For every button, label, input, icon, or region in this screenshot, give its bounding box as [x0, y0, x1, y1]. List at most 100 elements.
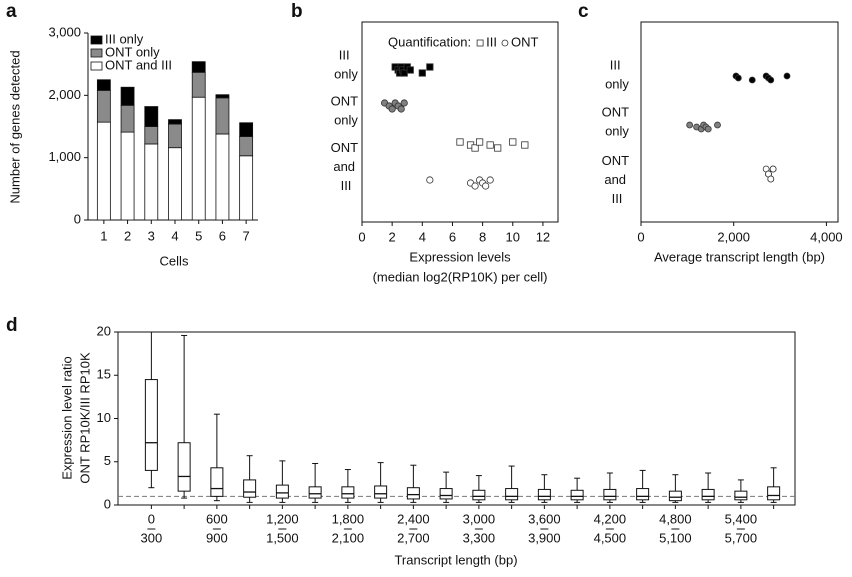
point — [426, 63, 434, 71]
category-label: ONT and III — [331, 140, 362, 193]
x-tick-label: 3,300 — [463, 530, 496, 545]
category-label: ONT only — [602, 105, 633, 139]
box — [701, 488, 715, 501]
x-tick-label: 6 — [219, 228, 226, 243]
box — [144, 379, 158, 471]
point — [418, 69, 426, 77]
legend-swatch — [90, 35, 103, 45]
x-tick-label: 300 — [141, 530, 163, 545]
point — [783, 72, 791, 80]
bar-segment — [239, 136, 254, 157]
panel-label: b — [291, 1, 303, 22]
legend-swatch — [90, 48, 103, 58]
x-axis-label: Expression levels — [409, 249, 511, 264]
plot-frame — [361, 21, 559, 223]
x-tick-label: 6 — [449, 229, 456, 244]
point — [748, 76, 756, 84]
x-tick-label: 1,500 — [266, 530, 299, 545]
y-tick-label: 20 — [97, 323, 111, 338]
y-tick-label: 1,000 — [48, 149, 81, 164]
legend-label: ONT only — [105, 44, 160, 59]
box — [374, 485, 388, 499]
x-tick-label: 3 — [148, 228, 155, 243]
bar-segment — [215, 94, 230, 99]
bar-segment — [215, 97, 230, 135]
x-tick-label: 1,800 — [332, 511, 365, 526]
bar-segment — [120, 104, 135, 133]
point — [769, 165, 777, 173]
y-tick-label: 2,000 — [48, 87, 81, 102]
x-tick-label: 0 — [358, 229, 365, 244]
x-tick-label: 1,200 — [266, 511, 299, 526]
x-tick-label: 3,900 — [528, 530, 561, 545]
box — [472, 489, 486, 501]
bar-segment — [120, 131, 135, 221]
bar-segment — [191, 96, 206, 221]
point — [704, 125, 712, 133]
point — [734, 74, 742, 82]
x-tick-label: 7 — [243, 228, 250, 243]
point — [471, 182, 479, 190]
category-label: ONT only — [331, 94, 362, 128]
box — [767, 486, 781, 501]
y-tick-label: 3,000 — [48, 24, 81, 39]
box — [668, 490, 682, 502]
x-tick-label: 3,000 — [463, 511, 496, 526]
x-tick-label: 5 — [195, 228, 202, 243]
point — [426, 176, 434, 184]
box — [603, 488, 617, 501]
x-tick-label: 4,800 — [659, 511, 692, 526]
legend-title: Quantification: — [388, 34, 471, 49]
panel-label: d — [6, 315, 18, 336]
y-tick-label: 0 — [104, 496, 111, 511]
box — [341, 486, 355, 499]
x-tick-label: 2,100 — [332, 530, 365, 545]
x-tick-label: 4,500 — [594, 530, 627, 545]
box — [537, 488, 551, 501]
category-label: III only — [334, 48, 358, 82]
point — [521, 141, 529, 149]
point — [482, 182, 490, 190]
box — [734, 490, 748, 501]
box — [439, 488, 453, 500]
legend-label: III only — [105, 31, 144, 46]
x-tick-label: 5,400 — [725, 511, 758, 526]
x-tick-label: 4 — [419, 229, 426, 244]
legend-swatch — [90, 61, 103, 71]
point — [456, 138, 464, 146]
y-tick-label: 15 — [97, 367, 111, 382]
x-tick-label: 10 — [506, 229, 520, 244]
box — [243, 479, 257, 498]
bar-segment — [96, 121, 111, 221]
x-axis-label: Cells — [160, 253, 189, 268]
bar-segment — [168, 123, 182, 149]
x-tick-label: 2,000 — [717, 229, 750, 244]
bar-segment — [215, 133, 230, 221]
point — [406, 66, 414, 74]
x-axis-label: Transcript length (bp) — [394, 552, 517, 567]
box — [505, 488, 519, 501]
x-tick-label: 0 — [637, 229, 644, 244]
box — [570, 489, 584, 501]
x-tick-label: 5,100 — [659, 530, 692, 545]
box — [275, 484, 289, 499]
x-tick-label: 2,400 — [397, 511, 430, 526]
x-tick-label: 600 — [206, 511, 228, 526]
panel-label: c — [578, 1, 589, 22]
point — [767, 175, 775, 183]
point — [486, 176, 494, 184]
point — [388, 105, 396, 113]
box — [308, 486, 322, 499]
point — [397, 105, 405, 113]
category-label: III only — [605, 58, 629, 92]
category-label: ONT and III — [602, 153, 633, 206]
x-tick-label: 4 — [171, 228, 178, 243]
point — [509, 138, 517, 146]
point — [767, 76, 775, 84]
y-axis-label: Expression level ratio — [59, 356, 74, 480]
legend-marker — [476, 39, 484, 47]
bar-segment — [168, 147, 182, 221]
bar-segment — [96, 79, 111, 91]
point — [714, 121, 721, 129]
